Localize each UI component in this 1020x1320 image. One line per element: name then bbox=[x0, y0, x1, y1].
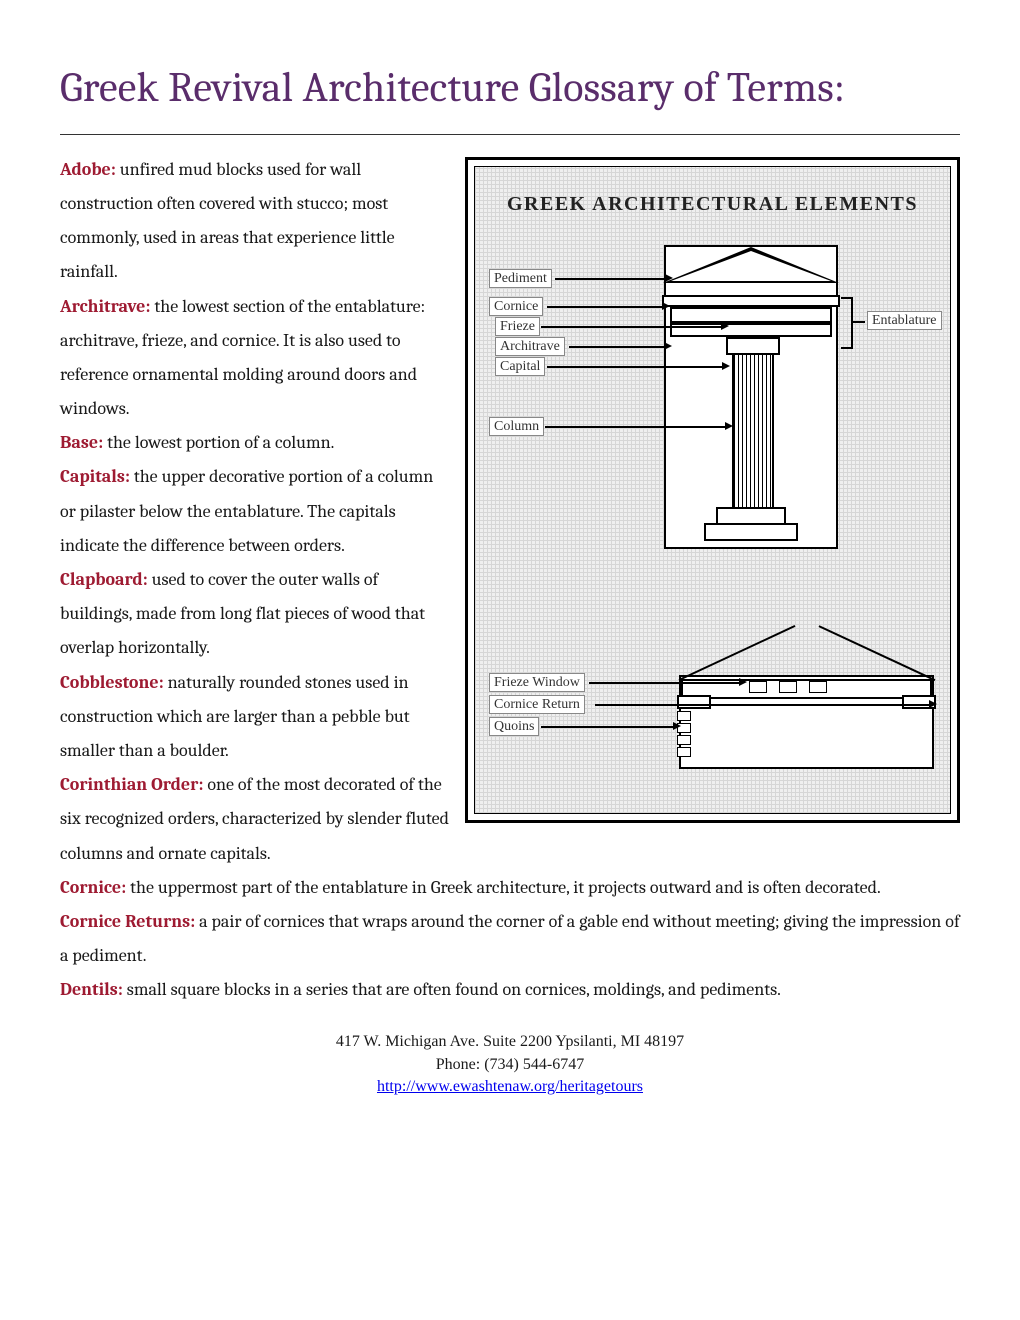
label-entablature: Entablature bbox=[867, 311, 942, 330]
term-name: Adobe: bbox=[60, 159, 116, 180]
diagram-lower-panel: Frieze Window Cornice Return Quoins bbox=[489, 615, 936, 785]
term-def: the uppermost part of the entablature in… bbox=[126, 877, 880, 898]
label-cornice-return: Cornice Return bbox=[489, 695, 585, 714]
term-name: Clapboard: bbox=[60, 569, 148, 590]
diagram-title: GREEK ARCHITECTURAL ELEMENTS bbox=[489, 185, 936, 223]
term-dentils: Dentils: small square blocks in a series… bbox=[60, 973, 960, 1007]
term-def: a pair of cornices that wraps around the… bbox=[60, 911, 960, 966]
term-name: Architrave: bbox=[60, 296, 150, 317]
label-pediment: Pediment bbox=[489, 269, 552, 288]
term-name: Base: bbox=[60, 432, 103, 453]
term-name: Capitals: bbox=[60, 466, 130, 487]
term-name: Corinthian Order: bbox=[60, 774, 203, 795]
label-quoins: Quoins bbox=[489, 717, 539, 736]
footer-link[interactable]: http://www.ewashtenaw.org/heritagetours bbox=[377, 1078, 643, 1095]
label-architrave: Architrave bbox=[495, 337, 565, 356]
term-cornice-returns: Cornice Returns: a pair of cornices that… bbox=[60, 905, 960, 973]
page-title: Greek Revival Architecture Glossary of T… bbox=[60, 48, 960, 135]
term-name: Dentils: bbox=[60, 979, 123, 1000]
term-def: the lowest portion of a column. bbox=[103, 432, 334, 453]
label-frieze: Frieze bbox=[495, 317, 540, 336]
footer-phone: Phone: (734) 544-6747 bbox=[60, 1054, 960, 1076]
label-cornice: Cornice bbox=[489, 297, 543, 316]
term-name: Cornice: bbox=[60, 877, 126, 898]
term-cornice: Cornice: the uppermost part of the entab… bbox=[60, 871, 960, 905]
diagram-upper-panel: Pediment Cornice Frieze Architrave Capit… bbox=[489, 245, 936, 555]
page-footer: 417 W. Michigan Ave. Suite 2200 Ypsilant… bbox=[60, 1031, 960, 1098]
term-name: Cobblestone: bbox=[60, 672, 164, 693]
term-name: Cornice Returns: bbox=[60, 911, 195, 932]
label-capital: Capital bbox=[495, 357, 545, 376]
label-frieze-window: Frieze Window bbox=[489, 673, 585, 692]
term-def: small square blocks in a series that are… bbox=[123, 979, 781, 1000]
diagram-container: GREEK ARCHITECTURAL ELEMENTS Pediment bbox=[465, 157, 960, 823]
label-column: Column bbox=[489, 417, 544, 436]
footer-address: 417 W. Michigan Ave. Suite 2200 Ypsilant… bbox=[60, 1031, 960, 1053]
